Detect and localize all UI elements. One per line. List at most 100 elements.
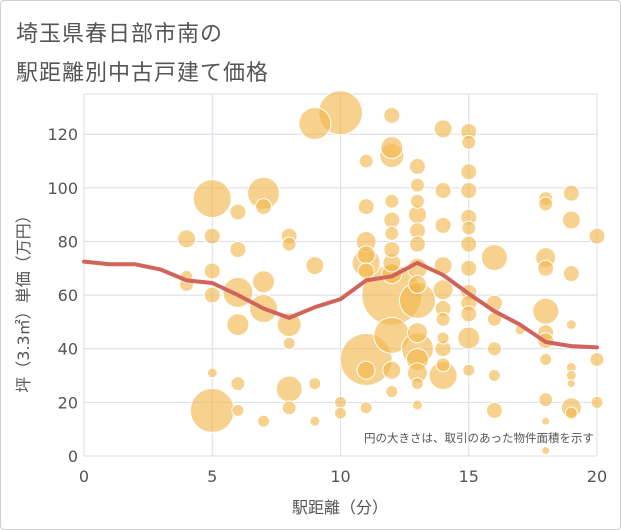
bubble-point	[357, 262, 375, 280]
y-tick-label: 80	[58, 232, 78, 251]
trend-layer	[82, 259, 599, 350]
bubble-point	[564, 406, 578, 420]
y-tick-label: 120	[47, 125, 78, 144]
bubble-point	[590, 395, 604, 409]
bubble-point	[589, 351, 605, 367]
bubble-point	[358, 153, 374, 169]
bubble-point	[276, 312, 302, 338]
x-tick-label: 20	[587, 467, 607, 486]
y-tick-label: 100	[47, 179, 78, 198]
bubble-point	[252, 270, 276, 294]
bubble-point	[334, 395, 347, 409]
bubble-point	[408, 235, 426, 253]
bubble-point	[409, 193, 425, 209]
bubble-point	[357, 198, 375, 216]
bubble-point	[537, 259, 555, 277]
bubble-point	[406, 322, 428, 344]
bubble-point	[460, 163, 478, 181]
bubble-point	[356, 245, 376, 265]
bubble-point	[435, 357, 451, 373]
bubble-point	[177, 229, 197, 249]
bubble-point	[383, 241, 401, 259]
bubble-point	[298, 106, 332, 140]
bubble-point	[206, 367, 218, 379]
bubble-point	[383, 106, 401, 124]
bubble-point	[565, 370, 577, 382]
bubble-point	[257, 414, 271, 428]
chart-annotation: 円の大きさは、取引のあった物件面積を示す	[364, 431, 594, 445]
bubble-point	[433, 119, 453, 139]
y-tick-label: 20	[58, 393, 78, 412]
bubble-point	[461, 220, 477, 236]
x-tick-label: 15	[459, 467, 479, 486]
bubble-point	[588, 227, 606, 245]
bubble-point	[334, 406, 347, 420]
trend-line	[82, 259, 599, 350]
bubble-point	[532, 297, 560, 325]
bubble-point	[356, 360, 376, 380]
chart-title-line2: 駅距離別中古戸建て価格	[16, 61, 270, 86]
bubble-point	[538, 392, 554, 408]
bubble-point	[189, 387, 235, 433]
bubble-point	[222, 276, 254, 308]
bubble-point	[460, 305, 478, 323]
bubble-point	[308, 377, 322, 391]
bubble-point	[435, 311, 451, 327]
bubble-point	[541, 416, 551, 426]
bubble-point	[487, 369, 501, 383]
bubble-point	[385, 385, 399, 399]
bubble-point	[229, 203, 247, 221]
bubble-point	[411, 399, 423, 411]
bubble-point	[380, 136, 404, 160]
x-tick-label: 0	[79, 467, 89, 486]
bubble-point	[203, 227, 221, 245]
bubble-point	[192, 179, 232, 219]
y-tick-label: 60	[58, 286, 78, 305]
bubble-point	[566, 379, 576, 389]
bubble-point	[203, 262, 221, 280]
tick-layer: 0 20 40 60 80 100 120 0 5 10 15 20	[47, 125, 607, 486]
bubble-point	[432, 279, 454, 301]
bubble-point	[255, 198, 273, 216]
bubble-point	[538, 196, 554, 212]
bubble-point	[359, 401, 373, 415]
bubble-point	[382, 360, 402, 380]
bubble-point	[434, 216, 452, 234]
bubble-point	[562, 184, 580, 202]
bubble-point	[561, 210, 581, 230]
bubble-point	[384, 225, 400, 241]
y-axis-title: 坪（3.3㎡）単価（万円）	[14, 207, 33, 392]
bubble-point	[480, 244, 508, 272]
bubble-layer	[177, 90, 606, 456]
bubble-point	[275, 375, 303, 403]
bubble-point	[434, 182, 452, 200]
bubble-point	[541, 446, 551, 456]
bubble-point	[230, 376, 246, 392]
x-axis-title: 駅距離（分）	[292, 498, 388, 517]
bubble-point	[203, 286, 221, 304]
bubble-point	[282, 336, 296, 350]
bubble-point	[407, 274, 427, 294]
bubble-point	[383, 211, 401, 229]
bubble-point	[460, 182, 478, 200]
bubble-point	[384, 193, 400, 209]
bubble-point	[539, 352, 553, 366]
bubble-point	[436, 331, 450, 345]
bubble-point	[485, 401, 503, 419]
bubble-point	[461, 134, 477, 150]
bubble-point	[460, 259, 478, 277]
bubble-point	[309, 415, 321, 427]
bubble-point	[462, 363, 476, 377]
bubble-point	[226, 313, 250, 337]
chart-title-line1: 埼玉県春日部市南の	[16, 22, 224, 47]
bubble-point	[457, 326, 481, 350]
bubble-point	[305, 256, 325, 276]
bubble-point	[229, 241, 247, 259]
bubble-point	[460, 235, 478, 253]
bubble-point	[486, 341, 502, 357]
y-tick-label: 0	[68, 447, 78, 466]
bubble-point	[281, 236, 297, 252]
x-tick-label: 10	[330, 467, 350, 486]
bubble-point	[565, 319, 577, 331]
